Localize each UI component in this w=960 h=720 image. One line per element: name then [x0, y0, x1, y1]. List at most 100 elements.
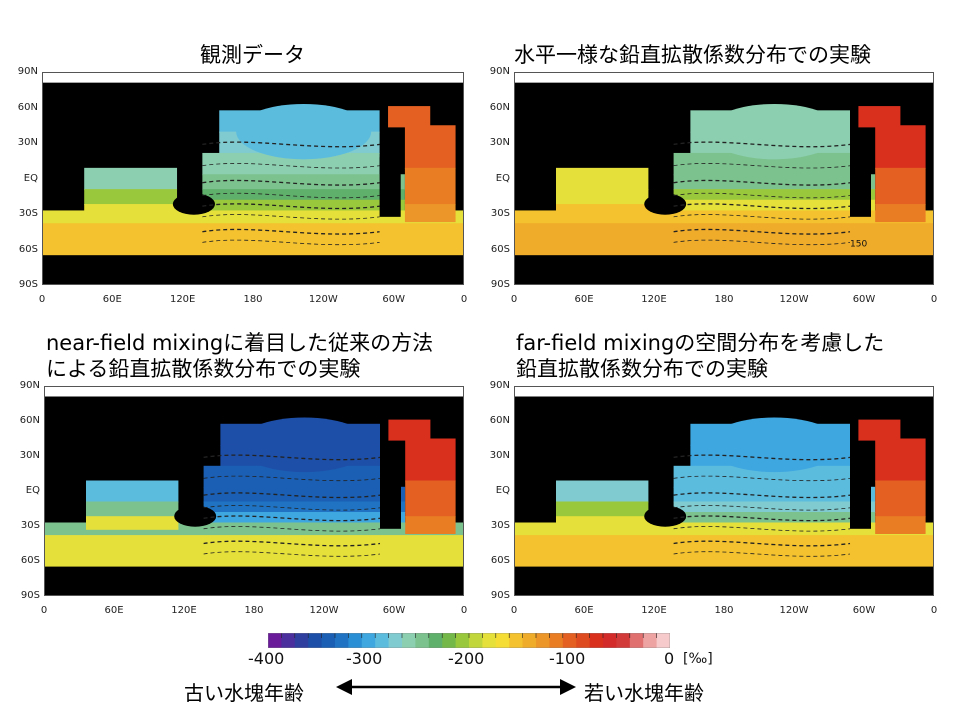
panel-title-observation: 観測データ	[200, 43, 305, 67]
colorbar-segment	[321, 633, 336, 648]
indian-ocean-band	[556, 501, 649, 518]
latitude-label: 30S	[20, 520, 40, 531]
latitude-label: 90N	[17, 66, 38, 77]
north-pacific	[236, 103, 372, 160]
latitude-label: 30N	[17, 137, 38, 148]
contour-line	[673, 214, 851, 220]
latitude-label: 60N	[19, 415, 40, 426]
colorbar-segment	[536, 633, 550, 648]
indian-ocean-band	[86, 480, 179, 503]
contour-line	[203, 526, 381, 532]
latitude-label: EQ	[495, 172, 510, 184]
latitude-label: 30S	[490, 208, 510, 219]
longitude-label: 60W	[852, 294, 876, 305]
longitude-label: 180	[714, 294, 734, 305]
pacific-ocean-band	[202, 199, 405, 212]
longitude-label: 120W	[308, 294, 338, 305]
latitude-label: EQ	[25, 485, 40, 496]
longitude-label: 0	[40, 605, 48, 616]
contour-line	[673, 228, 851, 235]
latitude-label: 90N	[489, 380, 510, 391]
arctic-ice	[42, 72, 464, 83]
latitude-label: 60S	[18, 243, 38, 255]
atlantic-ocean-band	[404, 125, 456, 169]
colorbar	[268, 633, 670, 648]
colorbar-segment	[335, 633, 349, 648]
longitude-label: 0	[930, 605, 938, 616]
latitude-label: 60N	[17, 101, 38, 113]
southern-ocean	[514, 533, 934, 567]
pacific-ocean-band	[203, 465, 380, 488]
contour-line	[673, 551, 851, 557]
longitude-label: 120E	[171, 605, 197, 616]
pacific-ocean-band	[673, 210, 876, 223]
contour-line	[203, 492, 381, 499]
colorbar-segment	[294, 633, 309, 648]
map-frame	[42, 72, 464, 285]
indian-ocean-band	[84, 189, 178, 206]
atlantic-ocean-band	[405, 438, 456, 482]
atlantic-ocean-band	[875, 125, 926, 169]
latitude-label: 90S	[18, 279, 38, 290]
longitude-label: 60E	[574, 605, 594, 616]
indian-ocean-band	[556, 204, 649, 218]
colorbar-segment	[348, 633, 363, 648]
contour-line	[673, 492, 851, 499]
pacific-ocean-band	[202, 210, 405, 223]
colorbar-segment	[388, 633, 403, 648]
longitude-label: 120W	[309, 605, 339, 616]
southern-ocean	[42, 221, 464, 256]
colorbar-segment	[656, 633, 670, 648]
longitude-label: 120W	[779, 605, 809, 616]
contour-line	[202, 163, 380, 169]
colorbar-tick-0: 0	[664, 649, 675, 668]
pacific-ocean-band	[202, 152, 380, 176]
double-arrow-icon	[336, 679, 576, 695]
indian-ocean-band	[556, 480, 649, 503]
contour-line	[203, 540, 381, 547]
contour-line	[203, 475, 381, 482]
longitude-label: 120W	[779, 294, 809, 305]
map-frame	[514, 72, 934, 285]
longitude-label: 0	[930, 294, 938, 305]
colorbar-segment	[281, 633, 296, 648]
colorbar-segment	[643, 633, 658, 648]
pacific-ocean-band	[673, 501, 876, 513]
pacific-ocean-band	[673, 174, 876, 191]
pacific-ocean-band	[673, 486, 876, 503]
pacific-ocean-band	[673, 522, 876, 534]
map-frame	[44, 386, 464, 596]
pacific-ocean-band	[203, 522, 406, 534]
map-panel-near-field	[44, 386, 464, 596]
north-atlantic	[388, 106, 431, 128]
contour-line	[202, 239, 380, 246]
panel-title-far-field: far-field mixingの空間分布を考慮した 鉛直拡散係数分布での実験	[516, 331, 885, 381]
north-pacific	[237, 417, 372, 473]
australia	[172, 193, 216, 215]
contour-line	[673, 179, 851, 186]
longitude-label: 60W	[382, 294, 405, 305]
latitude-label: 90S	[490, 590, 510, 601]
latitude-label: 60S	[20, 555, 40, 566]
longitude-label: 60E	[102, 294, 122, 305]
contour-line	[673, 475, 851, 482]
atlantic-ocean-band	[875, 167, 926, 206]
colorbar-segment	[442, 633, 457, 648]
latitude-label: 30N	[489, 137, 510, 148]
colorbar-segment	[629, 633, 644, 648]
contour-line	[673, 239, 851, 246]
indian-ocean-band	[86, 516, 179, 530]
latitude-label: 30S	[18, 208, 38, 219]
contour-line	[673, 454, 851, 461]
pacific-ocean-band	[203, 501, 406, 513]
pacific-ocean-band	[673, 199, 876, 212]
atlantic-ocean-band	[875, 480, 926, 518]
atlantic-ocean-band	[405, 516, 456, 534]
panel-title-uniform-diffusivity: 水平一様な鉛直拡散係数分布での実験	[514, 43, 871, 67]
contour-line	[673, 515, 851, 522]
atlantic-ocean-band	[875, 438, 926, 482]
contour-line	[202, 228, 380, 235]
longitude-label: 120E	[641, 605, 667, 616]
colorbar-segment	[469, 633, 483, 648]
longitude-label: 60W	[382, 605, 406, 616]
